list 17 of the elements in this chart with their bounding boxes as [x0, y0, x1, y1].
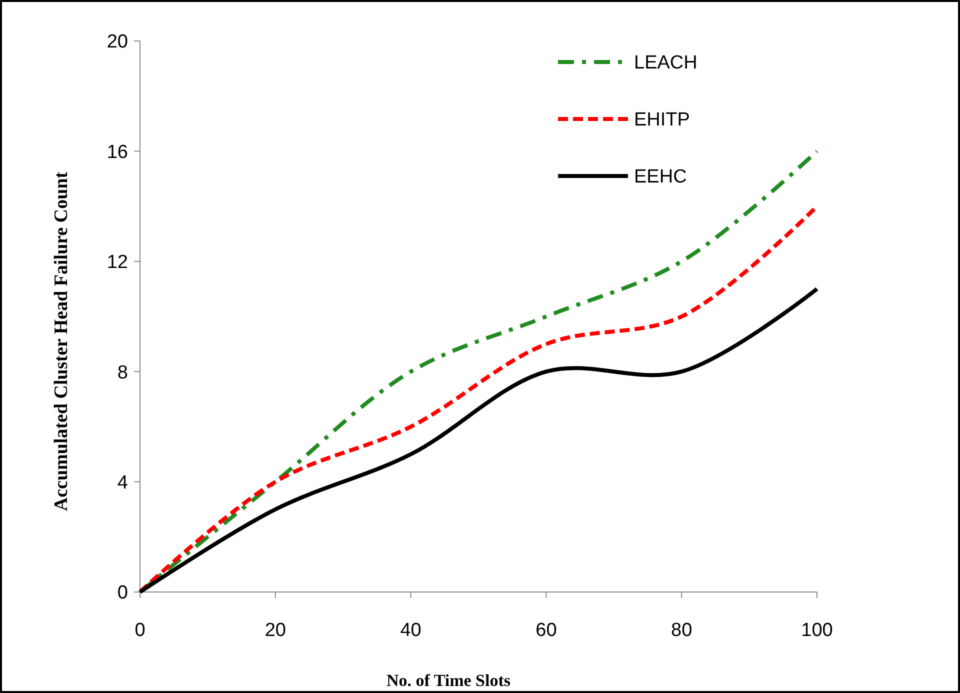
x-tick-label: 20: [264, 620, 286, 641]
x-tick-label: 100: [801, 620, 833, 641]
x-tick-label: 60: [536, 620, 557, 641]
y-tick-label: 20: [106, 32, 128, 53]
x-axis-title: No. of Time Slots: [386, 671, 511, 690]
legend-label: EEHC: [634, 166, 687, 188]
x-tick-label: 80: [671, 620, 692, 641]
y-tick-label: 16: [106, 142, 128, 163]
y-axis-title: Accumulated Cluster Head Failure Count: [51, 171, 72, 512]
y-tick-label: 0: [117, 582, 128, 604]
legend-label: EHITP: [634, 110, 690, 131]
y-tick-label: 12: [106, 252, 128, 274]
x-tick-label: 0: [134, 620, 146, 641]
x-tick-label: 40: [400, 620, 422, 641]
legend-label: LEACH: [634, 52, 698, 74]
y-tick-label: 8: [117, 362, 128, 384]
y-tick-label: 4: [117, 472, 128, 494]
